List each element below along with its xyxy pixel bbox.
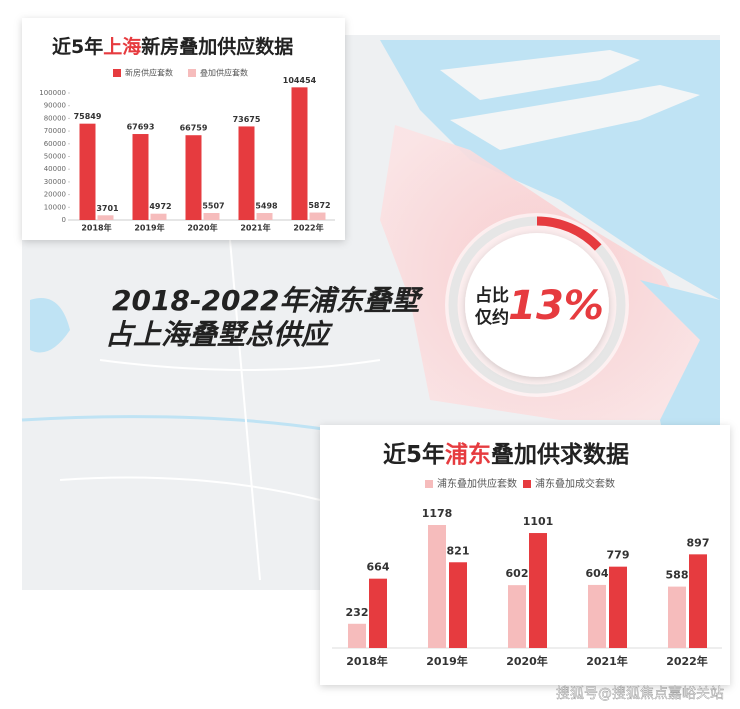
y-tick-label: 90000 — [44, 102, 66, 110]
data-label: 5507 — [202, 202, 224, 211]
x-tick-label: 2019年 — [134, 223, 164, 233]
bar — [238, 126, 255, 220]
title-part: 近5年 — [52, 35, 103, 58]
x-tick-label: 2022年 — [293, 223, 323, 233]
x-tick-label: 2019年 — [426, 654, 468, 668]
x-tick-label: 2021年 — [586, 654, 628, 668]
y-tick-label: 100000 — [39, 89, 66, 97]
y-tick-label: 10000 — [44, 203, 66, 211]
legend-label: 叠加供应套数 — [200, 68, 248, 78]
data-label: 4972 — [149, 202, 171, 211]
bar — [348, 623, 366, 648]
y-tick-label: 60000 — [44, 140, 66, 148]
legend-swatch — [188, 69, 196, 77]
data-label: 5872 — [308, 201, 330, 210]
x-tick-label: 2020年 — [506, 654, 548, 668]
bar — [369, 578, 387, 648]
chart-title: 近5年上海新房叠加供应数据 — [52, 35, 293, 58]
bar — [449, 562, 467, 648]
title-part: 浦东 — [445, 441, 491, 468]
data-label: 588 — [666, 569, 689, 582]
bar — [609, 566, 627, 648]
bar — [689, 554, 707, 648]
bar — [256, 213, 273, 220]
legend-label: 浦东叠加成交套数 — [535, 477, 615, 490]
bar — [150, 213, 167, 220]
headline-line: 2018-2022年浦东叠墅 — [112, 284, 424, 317]
headline-line: 占上海叠墅总供应 — [105, 318, 333, 351]
data-label: 66759 — [180, 124, 208, 133]
y-tick-label: 50000 — [44, 153, 66, 161]
data-label: 67693 — [127, 123, 155, 132]
chart-title: 近5年浦东叠加供求数据 — [383, 441, 629, 468]
legend-label: 新房供应套数 — [125, 68, 173, 78]
bar — [291, 87, 308, 221]
bar — [588, 584, 606, 648]
data-label: 1101 — [523, 515, 554, 528]
x-tick-label: 2020年 — [187, 223, 217, 233]
data-label: 73675 — [233, 115, 261, 124]
y-tick-label: 40000 — [44, 165, 66, 173]
title-part: 上海 — [103, 35, 141, 58]
legend-swatch — [425, 480, 433, 488]
data-label: 602 — [506, 567, 529, 580]
title-part: 新房叠加供应数据 — [141, 35, 293, 58]
bar — [309, 212, 326, 220]
donut-annotation: 仅约 — [474, 307, 509, 328]
x-tick-label: 2018年 — [346, 654, 388, 668]
y-tick-label: 20000 — [44, 191, 66, 199]
data-label: 3701 — [96, 204, 119, 213]
y-tick-label: 70000 — [44, 127, 66, 135]
x-tick-label: 2021年 — [240, 223, 270, 233]
x-tick-label: 2018年 — [81, 223, 111, 233]
y-tick-label: 0 — [62, 216, 66, 224]
y-tick-label: 80000 — [44, 114, 66, 122]
bar — [132, 134, 149, 220]
legend-label: 浦东叠加供应套数 — [437, 477, 517, 490]
bar — [508, 585, 526, 648]
bar — [428, 525, 446, 648]
data-label: 779 — [607, 549, 630, 562]
donut-annotation: 占比 — [475, 285, 509, 306]
bar — [203, 213, 220, 220]
data-label: 897 — [687, 536, 710, 549]
data-label: 604 — [586, 567, 609, 580]
bar — [185, 135, 202, 220]
data-label: 75849 — [74, 112, 102, 121]
legend-swatch — [523, 480, 531, 488]
data-label: 664 — [367, 561, 390, 574]
donut-arc — [536, 216, 602, 251]
data-label: 821 — [447, 544, 470, 557]
data-label: 5498 — [255, 202, 278, 211]
watermark: 搜狐号@搜狐焦点嘉峪关站 — [556, 686, 724, 702]
x-tick-label: 2022年 — [666, 654, 708, 668]
data-label: 232 — [346, 606, 369, 619]
bar — [529, 533, 547, 648]
bar — [79, 123, 96, 220]
bar — [668, 586, 686, 648]
panel — [22, 18, 345, 240]
title-part: 近5年 — [383, 441, 445, 468]
donut-inner — [465, 233, 609, 377]
legend-swatch — [113, 69, 121, 77]
bar — [97, 215, 114, 220]
donut-value: 13% — [508, 283, 604, 329]
title-part: 叠加供求数据 — [491, 441, 629, 468]
data-label: 104454 — [283, 76, 317, 85]
data-label: 1178 — [422, 507, 453, 520]
y-tick-label: 30000 — [44, 178, 66, 186]
